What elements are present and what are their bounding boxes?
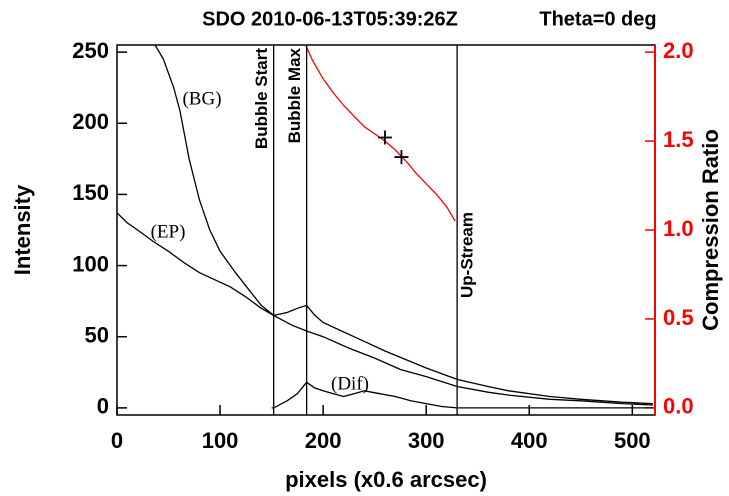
x-axis-label: pixels (x0.6 arcsec) [285, 467, 487, 492]
y-tick-label: 150 [72, 180, 109, 205]
series-line [154, 45, 653, 406]
vertical-marker-label: Bubble Max [285, 47, 304, 143]
y2-axis-label: Compression Ratio [698, 129, 723, 331]
plus-marker [394, 150, 409, 165]
y2-tick-label: 1.0 [663, 216, 694, 241]
y2-tick-label: 0.5 [663, 305, 694, 330]
y-tick-label: 200 [72, 109, 109, 134]
chart-subtitle: Theta=0 deg [539, 8, 656, 30]
y2-tick-label: 2.0 [663, 38, 694, 63]
y-tick-label: 0 [97, 394, 109, 419]
y2-tick-label: 1.5 [663, 127, 694, 152]
x-tick-label: 200 [305, 428, 342, 453]
plot-area [117, 45, 653, 409]
chart-title: SDO 2010-06-13T05:39:26Z [202, 8, 458, 30]
series-line [117, 212, 653, 405]
y-axis-label: Intensity [10, 184, 35, 275]
series-line [305, 45, 456, 222]
y-tick-label: 50 [85, 323, 109, 348]
plus-marker [377, 130, 392, 145]
series-label: (EP) [151, 221, 186, 242]
x-tick-label: 300 [408, 428, 445, 453]
series-label: (Dif) [331, 373, 369, 394]
vertical-marker-label: Up-Stream [458, 212, 477, 298]
y-tick-label: 100 [72, 251, 109, 276]
vertical-marker-label: Bubble Start [252, 48, 271, 149]
y2-tick-label: 0.0 [663, 394, 694, 419]
series-label: (BG) [182, 88, 221, 109]
x-tick-label: 400 [511, 428, 548, 453]
series-line [271, 381, 653, 409]
x-tick-label: 100 [202, 428, 239, 453]
y-tick-label: 250 [72, 38, 109, 63]
x-tick-label: 500 [614, 428, 651, 453]
x-tick-label: 0 [111, 428, 123, 453]
